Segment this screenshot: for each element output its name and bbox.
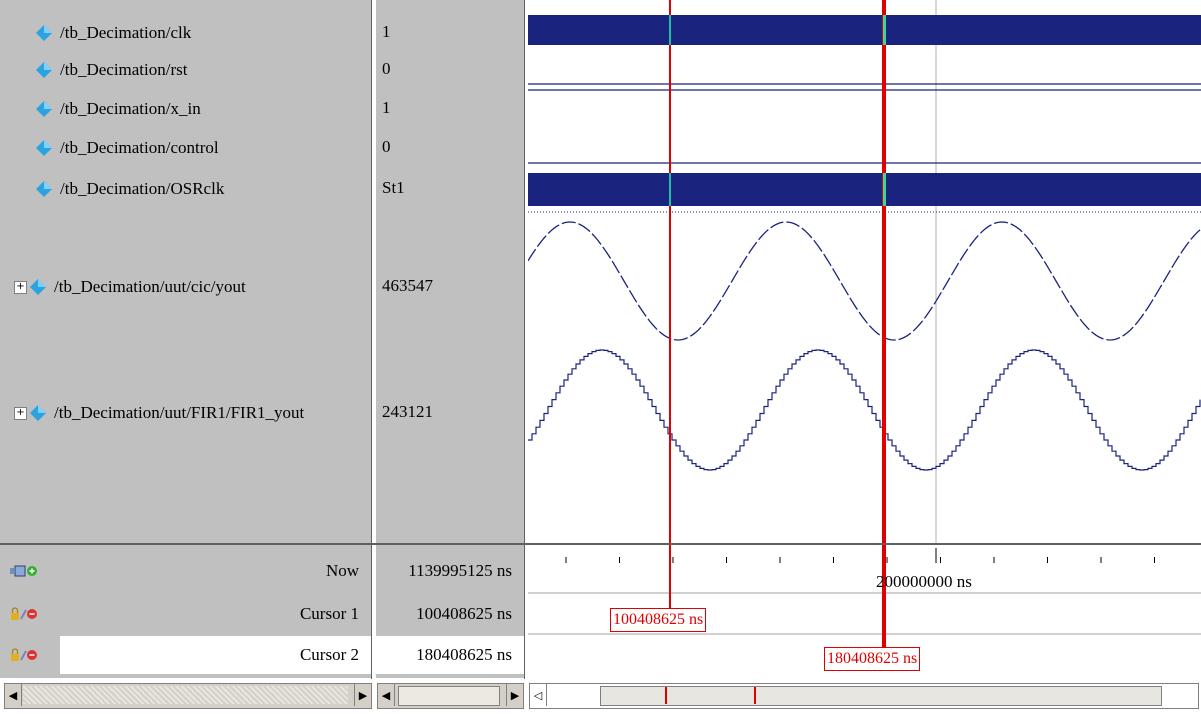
scroll-left-icon[interactable]: ◀: [5, 684, 22, 706]
signal-name: /tb_Decimation/rst: [60, 60, 188, 79]
cursor-2-selected-bg: [60, 636, 371, 674]
wave-scrollbar[interactable]: ◁: [529, 683, 1199, 709]
signal-row-rst[interactable]: /tb_Decimation/rst: [35, 56, 187, 84]
signal-value: 0: [382, 137, 391, 156]
timeline-pane[interactable]: 200000000 ns 100408625 ns 180408625 ns: [528, 545, 1201, 678]
signal-row-x-in[interactable]: /tb_Decimation/x_in: [35, 95, 201, 123]
clk-waveform: [528, 15, 1201, 45]
signal-name: /tb_Decimation/x_in: [60, 99, 201, 118]
signal-row-osrclk[interactable]: /tb_Decimation/OSRclk: [35, 175, 224, 203]
now-label: Now: [325, 561, 359, 580]
signal-name: /tb_Decimation/control: [60, 138, 219, 157]
expand-plus-icon[interactable]: +: [14, 406, 27, 420]
now-toolbar-icons[interactable]: [10, 564, 38, 578]
signal-name: /tb_Decimation/clk: [60, 23, 192, 42]
fir1-yout-waveform: [528, 349, 1201, 471]
pane-divider[interactable]: [525, 0, 528, 679]
lock-edit-remove-icon[interactable]: [10, 607, 38, 621]
signal-row-cic-yout[interactable]: + /tb_Decimation/uut/cic/yout: [14, 273, 246, 301]
now-row: Now: [0, 552, 371, 590]
cursor-2-tag[interactable]: 180408625 ns: [824, 647, 921, 671]
waveform-canvas[interactable]: [528, 0, 1201, 543]
cursor-2-tools[interactable]: [10, 648, 38, 662]
cursor-1-value-row: 100408625 ns: [376, 595, 524, 633]
scroll-right-icon[interactable]: ▶: [354, 684, 371, 706]
cic-yout-waveform: [528, 221, 1201, 341]
signal-names-pane: /tb_Decimation/clk /tb_Decimation/rst /t…: [0, 0, 371, 543]
cursor-1-mark: [669, 173, 671, 206]
cursor-2-row[interactable]: Cursor 2: [0, 636, 371, 674]
cursor-2-label: Cursor 2: [299, 645, 359, 664]
scrollbar-row: ◀ ▶ ◀ ▶ ◁: [0, 679, 1201, 714]
cursor-2-value: 180408625 ns: [416, 645, 512, 664]
signal-diamond-icon: [36, 140, 52, 156]
osrclk-waveform: [528, 173, 1201, 206]
wave-scroll-thumb[interactable]: [600, 686, 1162, 706]
signal-diamond-icon: [30, 279, 46, 295]
scroll-right-icon[interactable]: ▶: [506, 684, 523, 706]
cursor-1-tools[interactable]: [10, 607, 38, 621]
scroll-left-icon[interactable]: ◀: [378, 684, 395, 706]
values-scrollbar[interactable]: ◀ ▶: [377, 683, 524, 709]
signal-value: 463547: [382, 276, 433, 295]
cursor-2-mark: [883, 15, 886, 45]
cursor-2-value-row: 180408625 ns: [376, 636, 524, 674]
cursor-1-row[interactable]: Cursor 1: [0, 595, 371, 633]
pane-divider[interactable]: [371, 0, 372, 679]
signal-value: 0: [382, 59, 391, 78]
signal-value: St1: [382, 178, 405, 197]
horizontal-divider[interactable]: [0, 543, 1201, 545]
signal-value: 1: [382, 98, 391, 117]
timeline-ruler[interactable]: [528, 545, 1201, 678]
cursor-1-mark: [669, 15, 671, 45]
signal-name: /tb_Decimation/uut/FIR1/FIR1_yout: [54, 403, 305, 422]
cursor-2-mark: [883, 173, 886, 206]
signal-diamond-icon: [36, 181, 52, 197]
timeline-major-label: 200000000 ns: [876, 572, 972, 591]
signal-diamond-icon: [36, 25, 52, 41]
scroll-thumb[interactable]: [398, 686, 500, 706]
signal-row-fir1-yout[interactable]: + /tb_Decimation/uut/FIR1/FIR1_yout: [14, 399, 304, 427]
cursor-1-label: Cursor 1: [299, 604, 359, 623]
signal-name: /tb_Decimation/OSRclk: [60, 179, 225, 198]
now-tools-icon[interactable]: [10, 564, 38, 578]
signal-value: 243121: [382, 402, 433, 421]
signal-row-clk[interactable]: /tb_Decimation/clk: [35, 19, 191, 47]
signal-diamond-icon: [30, 405, 46, 421]
pane-divider[interactable]: [372, 0, 376, 679]
signal-row-control[interactable]: /tb_Decimation/control: [35, 134, 219, 162]
now-value-row: 1139995125 ns: [376, 552, 524, 590]
signal-diamond-icon: [36, 62, 52, 78]
cursor-values-pane: 1139995125 ns 100408625 ns 180408625 ns: [376, 545, 524, 678]
timeline-ticks: [565, 548, 1155, 563]
signal-value: 1: [382, 22, 391, 41]
signal-values-pane: 1 0 1 0 St1 463547 243121: [376, 0, 524, 543]
scroll-cursor-1-marker: [665, 687, 667, 704]
scroll-track[interactable]: [23, 686, 348, 704]
scroll-cursor-2-marker: [754, 687, 756, 704]
cursor-names-pane: Now Cursor 1 Cursor 2: [0, 545, 371, 678]
signal-diamond-icon: [36, 101, 52, 117]
names-scrollbar[interactable]: ◀ ▶: [4, 683, 372, 709]
waveform-pane[interactable]: [528, 0, 1201, 543]
now-value: 1139995125 ns: [408, 561, 512, 580]
scroll-left-icon[interactable]: ◁: [530, 684, 547, 706]
cursor-1-tag[interactable]: 100408625 ns: [610, 608, 707, 632]
lock-edit-remove-icon[interactable]: [10, 648, 38, 662]
signal-name: /tb_Decimation/uut/cic/yout: [54, 277, 246, 296]
cursor-1-value: 100408625 ns: [416, 604, 512, 623]
pane-divider[interactable]: [524, 0, 525, 679]
expand-plus-icon[interactable]: +: [14, 280, 27, 294]
